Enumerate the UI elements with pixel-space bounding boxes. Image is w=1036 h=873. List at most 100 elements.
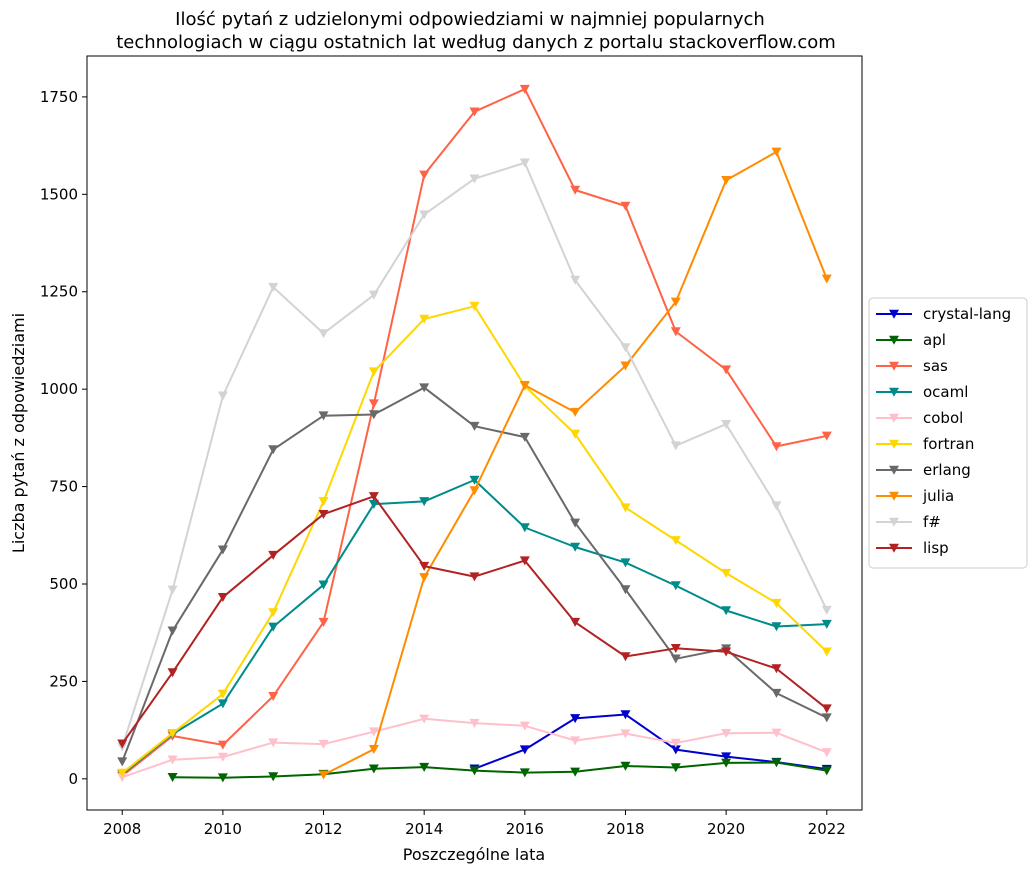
chart-title-line-2: technologiach w ciągu ostatnich lat wedł… (116, 32, 836, 53)
data-point-marker (368, 367, 379, 377)
data-point-marker (167, 626, 178, 636)
series-line (121, 479, 827, 775)
legend-swatch-marker (889, 439, 899, 449)
data-point-marker (620, 761, 631, 771)
data-point-marker (721, 728, 732, 738)
data-point-marker (821, 766, 832, 776)
data-point-marker (519, 84, 530, 94)
legend-swatch-marker (889, 335, 899, 345)
data-point-marker (721, 647, 732, 657)
x-tick-label: 2010 (204, 820, 242, 838)
legend-item: cobol (876, 409, 963, 427)
data-point-marker (419, 762, 430, 772)
legend: crystal-lang apl sas ocaml cobol fortran erlan… (868, 297, 1028, 569)
legend-swatch-marker (889, 387, 899, 397)
data-point-marker (570, 617, 581, 627)
plot-area-frame (86, 55, 863, 811)
data-point-marker (217, 773, 228, 783)
legend-label: sas (923, 357, 948, 375)
data-point-marker (368, 764, 379, 774)
data-point-marker (670, 644, 681, 654)
data-point-marker (167, 755, 178, 765)
data-point-marker (217, 689, 228, 699)
data-point-marker (570, 736, 581, 746)
data-point-marker (821, 605, 832, 615)
data-point-marker (771, 758, 782, 768)
series-line (474, 713, 827, 771)
x-tick-label: 2008 (103, 820, 141, 838)
data-point-marker (519, 158, 530, 168)
data-point-marker (519, 523, 530, 533)
legend-item: julia (876, 487, 954, 505)
data-point-marker (469, 766, 480, 776)
y-tick-label: 1000 (40, 380, 78, 398)
series-line (121, 161, 828, 748)
series-cobol (117, 714, 832, 783)
data-point-marker (268, 282, 279, 292)
data-point-marker (469, 486, 480, 496)
x-tick-label: 2014 (405, 820, 443, 838)
data-point-marker (620, 710, 631, 720)
y-tick-label: 250 (49, 672, 78, 690)
legend-swatch-marker (889, 491, 899, 501)
data-point-marker (469, 421, 480, 431)
data-point-marker (469, 718, 480, 728)
data-point-marker (821, 274, 832, 284)
data-point-marker (721, 752, 732, 762)
data-point-marker (268, 550, 279, 560)
series-sas (117, 84, 832, 781)
data-point-marker (570, 407, 581, 417)
data-point-marker (419, 210, 430, 220)
legend-swatch-marker (889, 543, 899, 553)
data-point-marker (620, 343, 631, 353)
series-lisp (117, 492, 832, 749)
legend-item: crystal-lang (876, 305, 1011, 323)
data-point-marker (771, 598, 782, 608)
data-point-marker (821, 647, 832, 657)
data-point-marker (670, 297, 681, 307)
data-point-marker (620, 652, 631, 662)
data-point-marker (670, 654, 681, 664)
data-point-marker (419, 561, 430, 571)
data-point-marker (721, 606, 732, 616)
x-tick-label: 2018 (606, 820, 644, 838)
y-tick-label: 750 (49, 478, 78, 496)
data-point-marker (670, 536, 681, 546)
y-tick-label: 1500 (40, 185, 78, 203)
data-point-marker (167, 728, 178, 738)
data-point-marker (620, 361, 631, 371)
data-point-marker (721, 419, 732, 429)
data-point-marker (268, 738, 279, 748)
data-point-marker (469, 107, 480, 117)
data-point-marker (620, 585, 631, 595)
data-point-marker (368, 744, 379, 754)
legend-label: lisp (923, 539, 949, 557)
data-point-marker (570, 185, 581, 195)
data-point-marker (419, 497, 430, 507)
data-point-marker (771, 501, 782, 511)
data-point-marker (368, 410, 379, 420)
data-point-marker (318, 770, 329, 780)
data-point-marker (570, 518, 581, 528)
data-point-marker (268, 622, 279, 632)
data-point-marker (519, 721, 530, 731)
legend-label: ocaml (923, 383, 968, 401)
data-point-marker (217, 752, 228, 762)
data-point-marker (821, 713, 832, 723)
data-point-marker (368, 499, 379, 509)
data-point-marker (771, 622, 782, 632)
data-point-marker (771, 688, 782, 698)
y-tick-label: 500 (49, 575, 78, 593)
data-point-marker (519, 381, 530, 391)
data-point-marker (368, 492, 379, 502)
legend-item: f# (876, 513, 941, 531)
series-julia (318, 147, 832, 780)
legend-item: sas (876, 357, 948, 375)
data-point-marker (167, 585, 178, 595)
data-point-marker (217, 740, 228, 750)
data-point-marker (519, 556, 530, 566)
series-ocaml (117, 475, 832, 779)
data-point-marker (721, 758, 732, 768)
data-point-marker (519, 432, 530, 442)
